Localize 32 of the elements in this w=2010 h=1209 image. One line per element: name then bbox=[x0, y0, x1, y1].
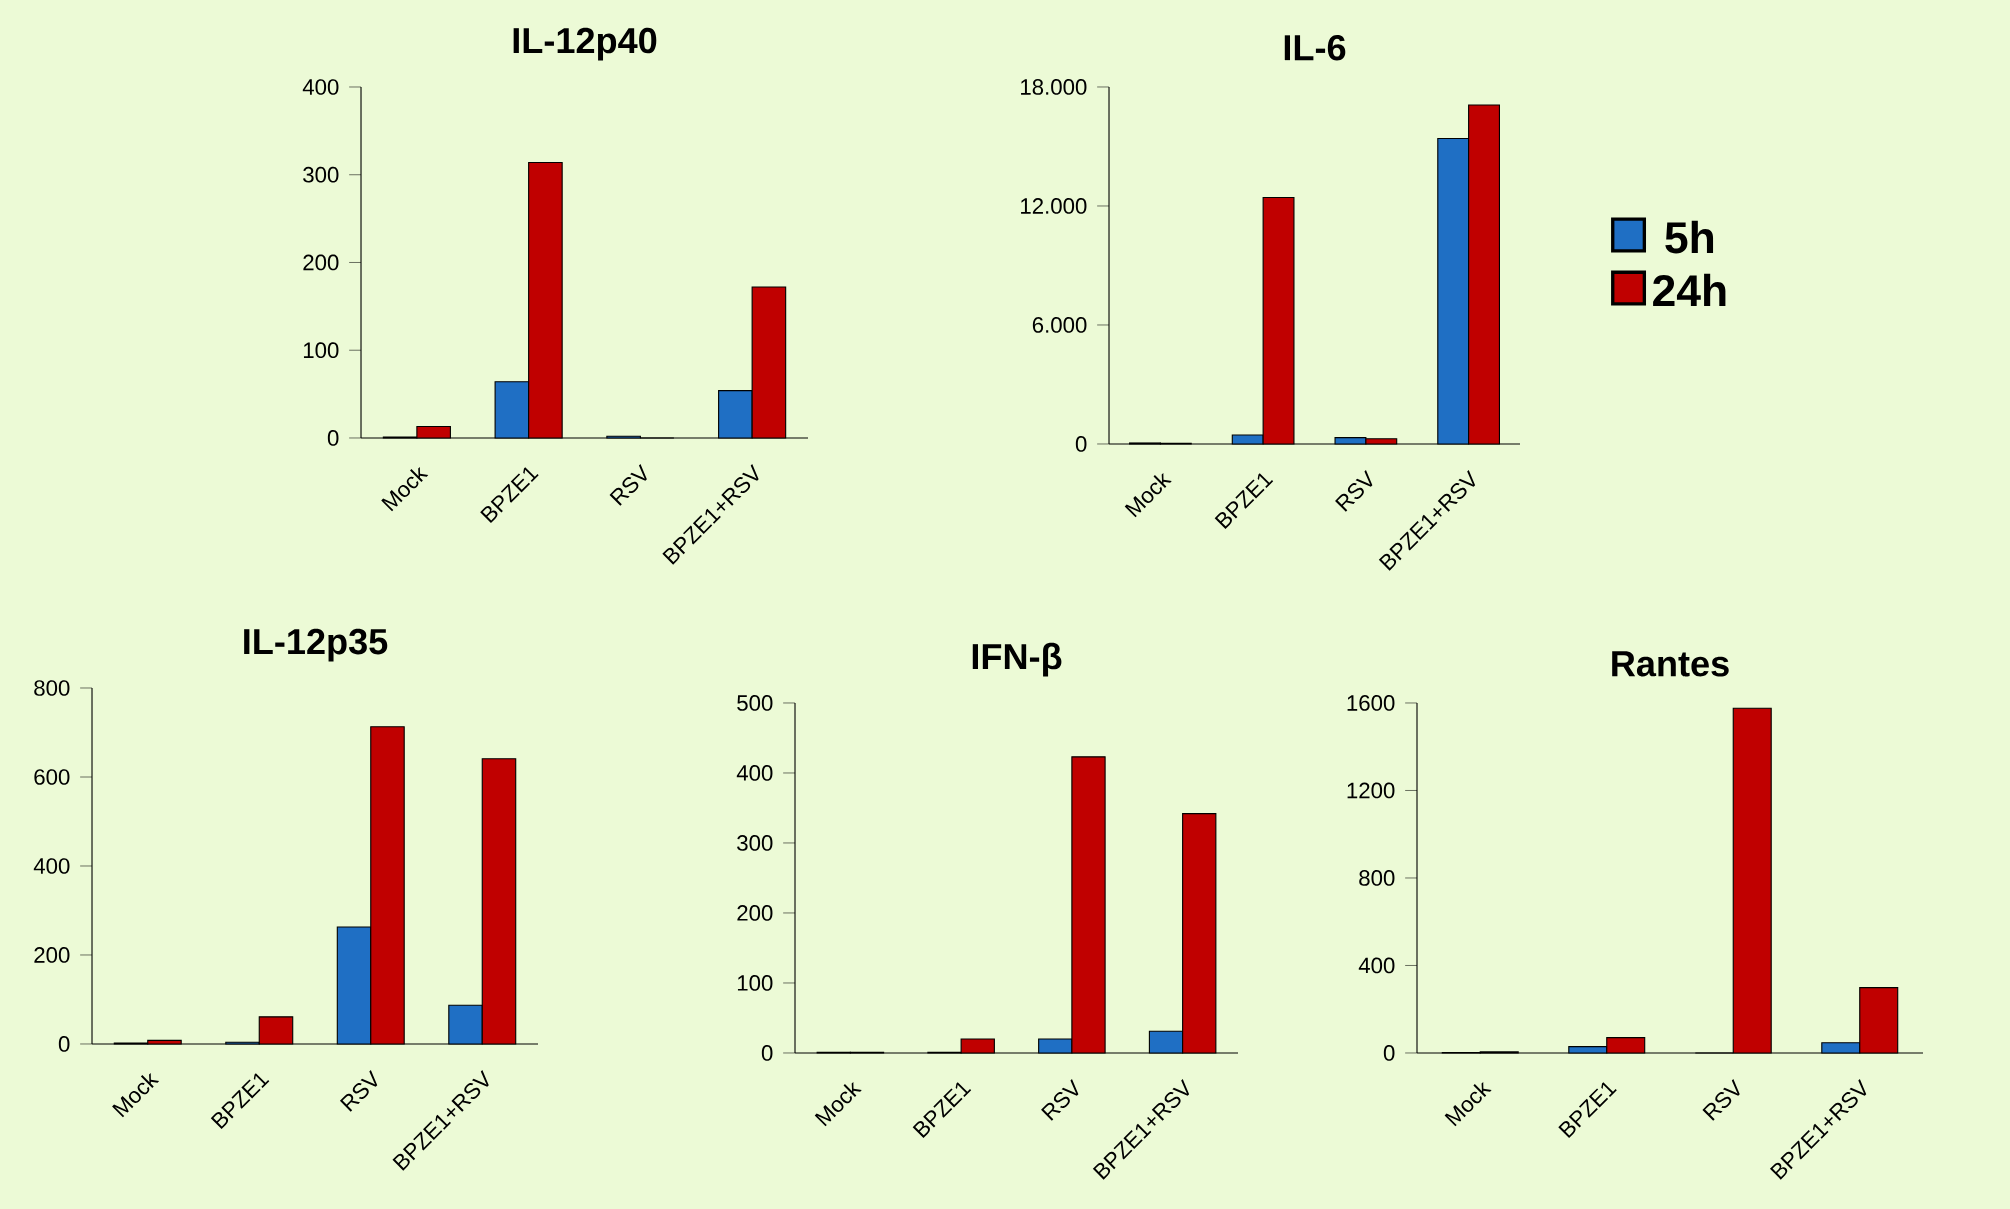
chart-title: IL-6 bbox=[1284, 34, 1346, 61]
y-tick-label: 300 bbox=[303, 166, 339, 183]
y-tick-label: 12.000 bbox=[1021, 198, 1087, 214]
y-tick-label: 200 bbox=[34, 947, 70, 963]
y-tick-label: 1600 bbox=[1347, 695, 1395, 711]
y-tick-label: 200 bbox=[303, 254, 339, 271]
legend-label: 24h bbox=[1653, 273, 1726, 307]
y-tick-label: 400 bbox=[33, 858, 70, 874]
y-tick-label: 800 bbox=[1359, 870, 1395, 886]
chart-title: IFN-β bbox=[972, 642, 1062, 677]
y-tick-label: 100 bbox=[737, 975, 773, 991]
y-tick-label: 300 bbox=[737, 835, 773, 851]
legend-label: 5h bbox=[1665, 220, 1714, 254]
y-tick-label: 600 bbox=[34, 769, 70, 785]
y-tick-label: 500 bbox=[737, 695, 773, 711]
chart-title: Rantes bbox=[1612, 651, 1729, 677]
chart-title: IL-12p40 bbox=[513, 27, 657, 61]
y-tick-label: 0 bbox=[1075, 436, 1087, 452]
y-tick-label: 100 bbox=[303, 342, 339, 359]
y-tick-label: 1200 bbox=[1347, 782, 1395, 799]
y-tick-label: 0 bbox=[1383, 1045, 1395, 1061]
chart-title: IL-12p35 bbox=[244, 628, 388, 662]
y-tick-label: 18.000 bbox=[1021, 79, 1087, 95]
y-tick-label: 0 bbox=[58, 1036, 70, 1052]
y-tick-label: 400 bbox=[1358, 957, 1395, 974]
y-tick-label: 6.000 bbox=[1032, 317, 1087, 333]
y-tick-label: 800 bbox=[34, 680, 70, 696]
y-tick-label: 0 bbox=[327, 430, 339, 446]
y-tick-label: 200 bbox=[737, 905, 773, 921]
y-tick-label: 0 bbox=[761, 1045, 773, 1061]
y-tick-label: 400 bbox=[736, 765, 773, 781]
y-tick-label: 400 bbox=[302, 79, 339, 95]
